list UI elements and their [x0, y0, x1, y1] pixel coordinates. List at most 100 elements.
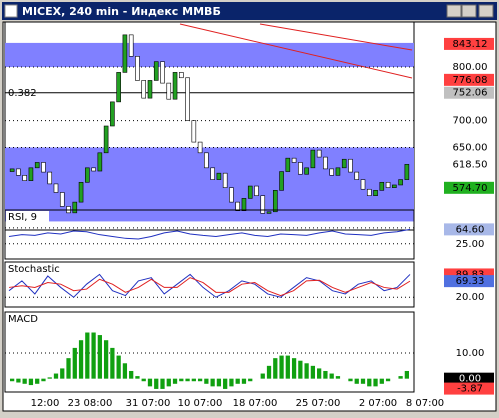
panel-title-bg	[6, 313, 36, 324]
histogram-bar	[110, 347, 115, 379]
y-tick-label: 700.00	[453, 116, 488, 127]
zone-band	[5, 42, 414, 68]
candle	[78, 181, 84, 203]
histogram-bar	[197, 378, 203, 382]
close-button[interactable]	[478, 4, 494, 18]
candle	[147, 80, 153, 99]
histogram-bar	[398, 376, 403, 379]
price-marker	[444, 86, 494, 99]
candle	[59, 192, 65, 207]
maximize-button[interactable]	[461, 4, 477, 18]
histogram-bar	[147, 378, 153, 387]
candle	[323, 156, 328, 170]
price-marker-label: 618.50	[453, 159, 488, 170]
histogram-bar	[103, 340, 109, 379]
indicator-line	[8, 277, 411, 297]
histogram-bar	[16, 378, 21, 383]
panel-title-bg	[6, 211, 49, 222]
candle	[335, 167, 341, 176]
histogram-bar	[229, 378, 234, 387]
histogram-bar	[53, 373, 59, 379]
price-marker	[444, 181, 494, 194]
x-tick-label: 10 07:00	[178, 398, 223, 409]
price-marker-label: 752.06	[453, 88, 488, 99]
candle	[379, 181, 385, 191]
histogram-bar	[216, 378, 222, 387]
candle	[329, 168, 334, 176]
price-marker	[444, 382, 494, 395]
histogram-bar	[22, 378, 27, 384]
candle	[34, 162, 40, 169]
candle	[16, 168, 21, 176]
histogram-bar	[166, 378, 171, 387]
panel-title: MACD	[8, 314, 38, 325]
candle	[103, 125, 109, 154]
candle	[241, 198, 247, 212]
histogram-bar	[404, 370, 409, 379]
price-marker-label: -3.87	[457, 384, 483, 395]
y-tick-label: 25.00	[456, 239, 485, 250]
histogram-bar	[360, 378, 366, 384]
indicator-line	[8, 228, 411, 240]
candle	[210, 167, 215, 180]
candle	[9, 168, 15, 172]
x-tick-label: 31 07:00	[126, 398, 171, 409]
candle	[404, 164, 410, 180]
histogram-bar	[35, 378, 40, 384]
candle	[348, 158, 353, 173]
candle	[360, 179, 366, 190]
price-marker	[444, 275, 494, 288]
histogram-bar	[291, 358, 297, 379]
histogram-bar	[210, 378, 215, 387]
candle	[254, 185, 259, 196]
candle	[204, 152, 209, 169]
candle	[229, 187, 234, 203]
histogram-bar	[154, 378, 159, 389]
candle	[373, 190, 378, 196]
panel-title: Stochastic	[8, 264, 60, 275]
candle	[279, 171, 284, 191]
candle	[28, 167, 34, 181]
candle	[222, 172, 228, 188]
minimize-button[interactable]	[446, 4, 462, 18]
panel-title: RSI, 9	[8, 212, 37, 223]
histogram-bar	[323, 370, 328, 379]
candle	[22, 175, 27, 181]
histogram-bar	[185, 378, 190, 382]
candle	[366, 188, 372, 196]
histogram-bar	[60, 368, 65, 379]
histogram-bar	[241, 378, 247, 384]
y-tick-label: 20.00	[456, 292, 485, 303]
histogram-bar	[235, 378, 240, 384]
histogram-bar	[135, 376, 140, 379]
histogram-bar	[335, 376, 341, 379]
histogram-bar	[41, 378, 46, 382]
candle	[179, 72, 184, 79]
price-marker	[444, 73, 494, 86]
candle	[341, 158, 347, 169]
candle	[197, 141, 203, 154]
histogram-bar	[248, 378, 253, 382]
window-title: MICEX, 240 min - Индекс ММВБ	[22, 5, 221, 18]
candle	[191, 120, 197, 143]
histogram-bar	[354, 378, 359, 384]
candle	[166, 82, 172, 100]
histogram-bar	[367, 378, 372, 387]
histogram-bar	[66, 358, 71, 379]
x-tick-label: 25 07:00	[296, 398, 341, 409]
candle	[266, 211, 272, 214]
panel-border	[4, 311, 415, 393]
histogram-bar	[379, 378, 384, 384]
histogram-bar	[348, 378, 353, 382]
histogram-bar	[273, 358, 278, 379]
histogram-bar	[285, 355, 290, 379]
panel-border	[4, 209, 415, 260]
histogram-bar	[172, 378, 178, 384]
title-bar[interactable]	[2, 2, 497, 20]
x-tick-label: 8 07:00	[406, 398, 444, 409]
histogram-bar	[260, 373, 265, 379]
candle	[128, 34, 134, 57]
histogram-bar	[91, 332, 96, 379]
histogram-bar	[385, 378, 391, 382]
